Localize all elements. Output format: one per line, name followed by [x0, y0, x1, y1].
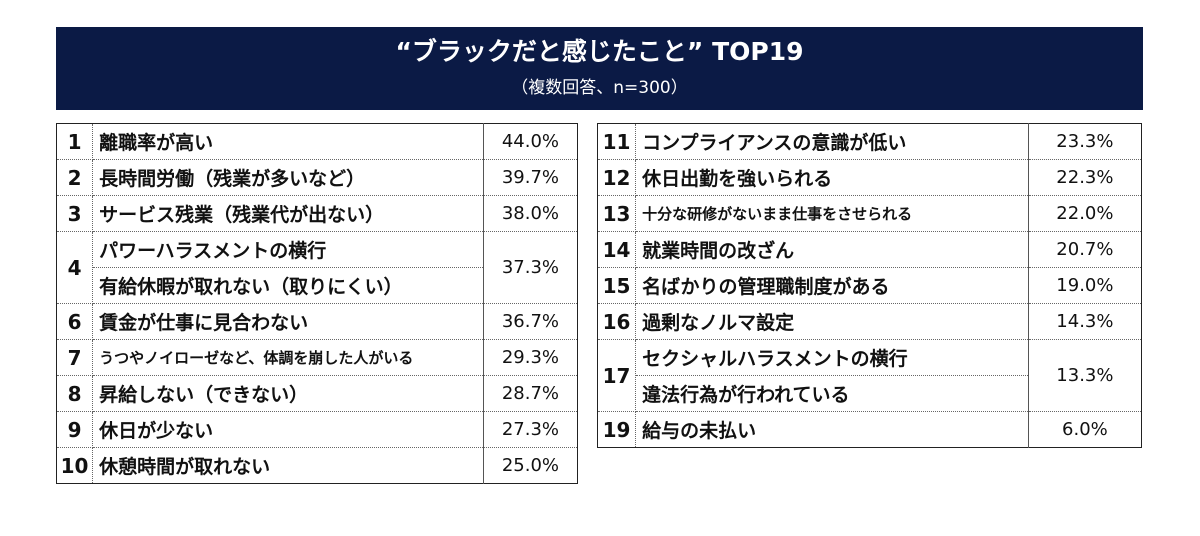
- rank-number: 13: [597, 195, 637, 232]
- item-percentage: 36.7%: [483, 303, 578, 340]
- item-label: サービス残業（残業代が出ない）: [92, 195, 484, 232]
- item-label: 過剰なノルマ設定: [635, 303, 1029, 340]
- table-row: 1 離職率が高い 44.0%: [56, 123, 578, 160]
- rank-number: 15: [597, 267, 637, 304]
- rank-number: 12: [597, 159, 637, 196]
- item-percentage: 39.7%: [483, 159, 578, 196]
- table-row: 有給休暇が取れない（取りにくい）: [57, 267, 578, 304]
- item-percentage: 29.3%: [483, 339, 578, 376]
- item-percentage: 38.0%: [483, 195, 578, 232]
- item-label: 十分な研修がないまま仕事をさせられる: [635, 195, 1029, 232]
- rank-number: 19: [597, 411, 637, 448]
- item-percentage: 20.7%: [1028, 231, 1142, 268]
- item-percentage: 6.0%: [1062, 419, 1108, 440]
- table-row: 6 賃金が仕事に見合わない 36.7%: [56, 303, 578, 340]
- item-label: うつやノイローゼなど、体調を崩した人がいる: [92, 339, 484, 376]
- rank-number: 7: [56, 339, 94, 376]
- table-row: 3 サービス残業（残業代が出ない） 38.0%: [56, 195, 578, 232]
- table-row: 13 十分な研修がないまま仕事をさせられる 22.0%: [597, 195, 1142, 232]
- item-percentage: 25.0%: [501, 455, 559, 476]
- item-label: 就業時間の改ざん: [635, 231, 1029, 268]
- table-row: 19 給与の未払い 6.0%: [597, 411, 1142, 448]
- item-percentage: 27.3%: [483, 411, 578, 448]
- table-row: 7 うつやノイローゼなど、体調を崩した人がいる 29.3%: [56, 339, 578, 376]
- chart-title: “ブラックだと感じたこと” TOP19: [395, 37, 804, 66]
- item-percentage: 22.3%: [1028, 159, 1142, 196]
- item-label: 名ばかりの管理職制度がある: [635, 267, 1029, 304]
- table-row: 16 過剰なノルマ設定 14.3%: [597, 303, 1142, 340]
- item-percentage: 14.3%: [1028, 303, 1142, 340]
- rank-number: 11: [597, 123, 637, 160]
- rank-number: 6: [56, 303, 94, 340]
- item-label: 昇給しない（できない）: [92, 375, 484, 412]
- item-label: 休憩時間が取れない: [92, 447, 484, 484]
- item-label: 離職率が高い: [92, 123, 484, 160]
- table-row: 17 セクシャルハラスメントの横行 13.3%: [597, 339, 1142, 412]
- item-label: 賃金が仕事に見合わない: [92, 303, 484, 340]
- table-row: 違法行為が行われている: [598, 375, 1142, 412]
- item-label: セクシャルハラスメントの横行: [635, 339, 1029, 376]
- rank-number: 17: [597, 339, 637, 412]
- rank-number: 4: [56, 231, 94, 304]
- table-row: 14 就業時間の改ざん 20.7%: [597, 231, 1142, 268]
- item-label: 休日が少ない: [92, 411, 484, 448]
- item-percentage: 19.0%: [1028, 267, 1142, 304]
- item-label: コンプライアンスの意識が低い: [635, 123, 1029, 160]
- rank-number: 2: [56, 159, 94, 196]
- table-row: 15 名ばかりの管理職制度がある 19.0%: [597, 267, 1142, 304]
- rank-number: 16: [597, 303, 637, 340]
- item-percentage: 44.0%: [483, 123, 578, 160]
- item-percentage: 37.3%: [483, 231, 578, 304]
- item-percentage: 28.7%: [483, 375, 578, 412]
- item-percentage: 23.3%: [1028, 123, 1142, 160]
- table-row: 2 長時間労働（残業が多いなど） 39.7%: [56, 159, 578, 196]
- ranking-table-left: 1 離職率が高い 44.0% 2 長時間労働（残業が多いなど） 39.7% 3 …: [56, 123, 578, 484]
- item-label: 違法行為が行われている: [635, 375, 1029, 412]
- table-row: 11 コンプライアンスの意識が低い 23.3%: [597, 123, 1142, 160]
- rank-number: 1: [56, 123, 94, 160]
- title-banner: “ブラックだと感じたこと” TOP19 （複数回答、n=300）: [56, 27, 1143, 110]
- chart-subtitle: （複数回答、n=300）: [511, 78, 688, 98]
- item-percentage: 22.0%: [1028, 195, 1142, 232]
- rank-number: 8: [56, 375, 94, 412]
- table-row: 9 休日が少ない 27.3%: [56, 411, 578, 448]
- rank-number: 9: [56, 411, 94, 448]
- table-row: 4 パワーハラスメントの横行 37.3%: [56, 231, 578, 304]
- item-label: 給与の未払い: [635, 411, 1029, 448]
- table-row: 10 休憩時間が取れない 25.0%: [56, 447, 578, 484]
- rank-number: 3: [56, 195, 94, 232]
- rank-number: 14: [597, 231, 637, 268]
- ranking-table-right: 11 コンプライアンスの意識が低い 23.3% 12 休日出勤を強いられる 22…: [597, 123, 1142, 448]
- item-label: 長時間労働（残業が多いなど）: [92, 159, 484, 196]
- item-label: 有給休暇が取れない（取りにくい）: [92, 267, 484, 304]
- item-label: パワーハラスメントの横行: [92, 231, 484, 268]
- item-label: 休日出勤を強いられる: [635, 159, 1029, 196]
- item-percentage: 13.3%: [1028, 339, 1142, 412]
- table-row: 12 休日出勤を強いられる 22.3%: [597, 159, 1142, 196]
- table-row: 8 昇給しない（できない） 28.7%: [56, 375, 578, 412]
- rank-number: 10: [56, 447, 94, 484]
